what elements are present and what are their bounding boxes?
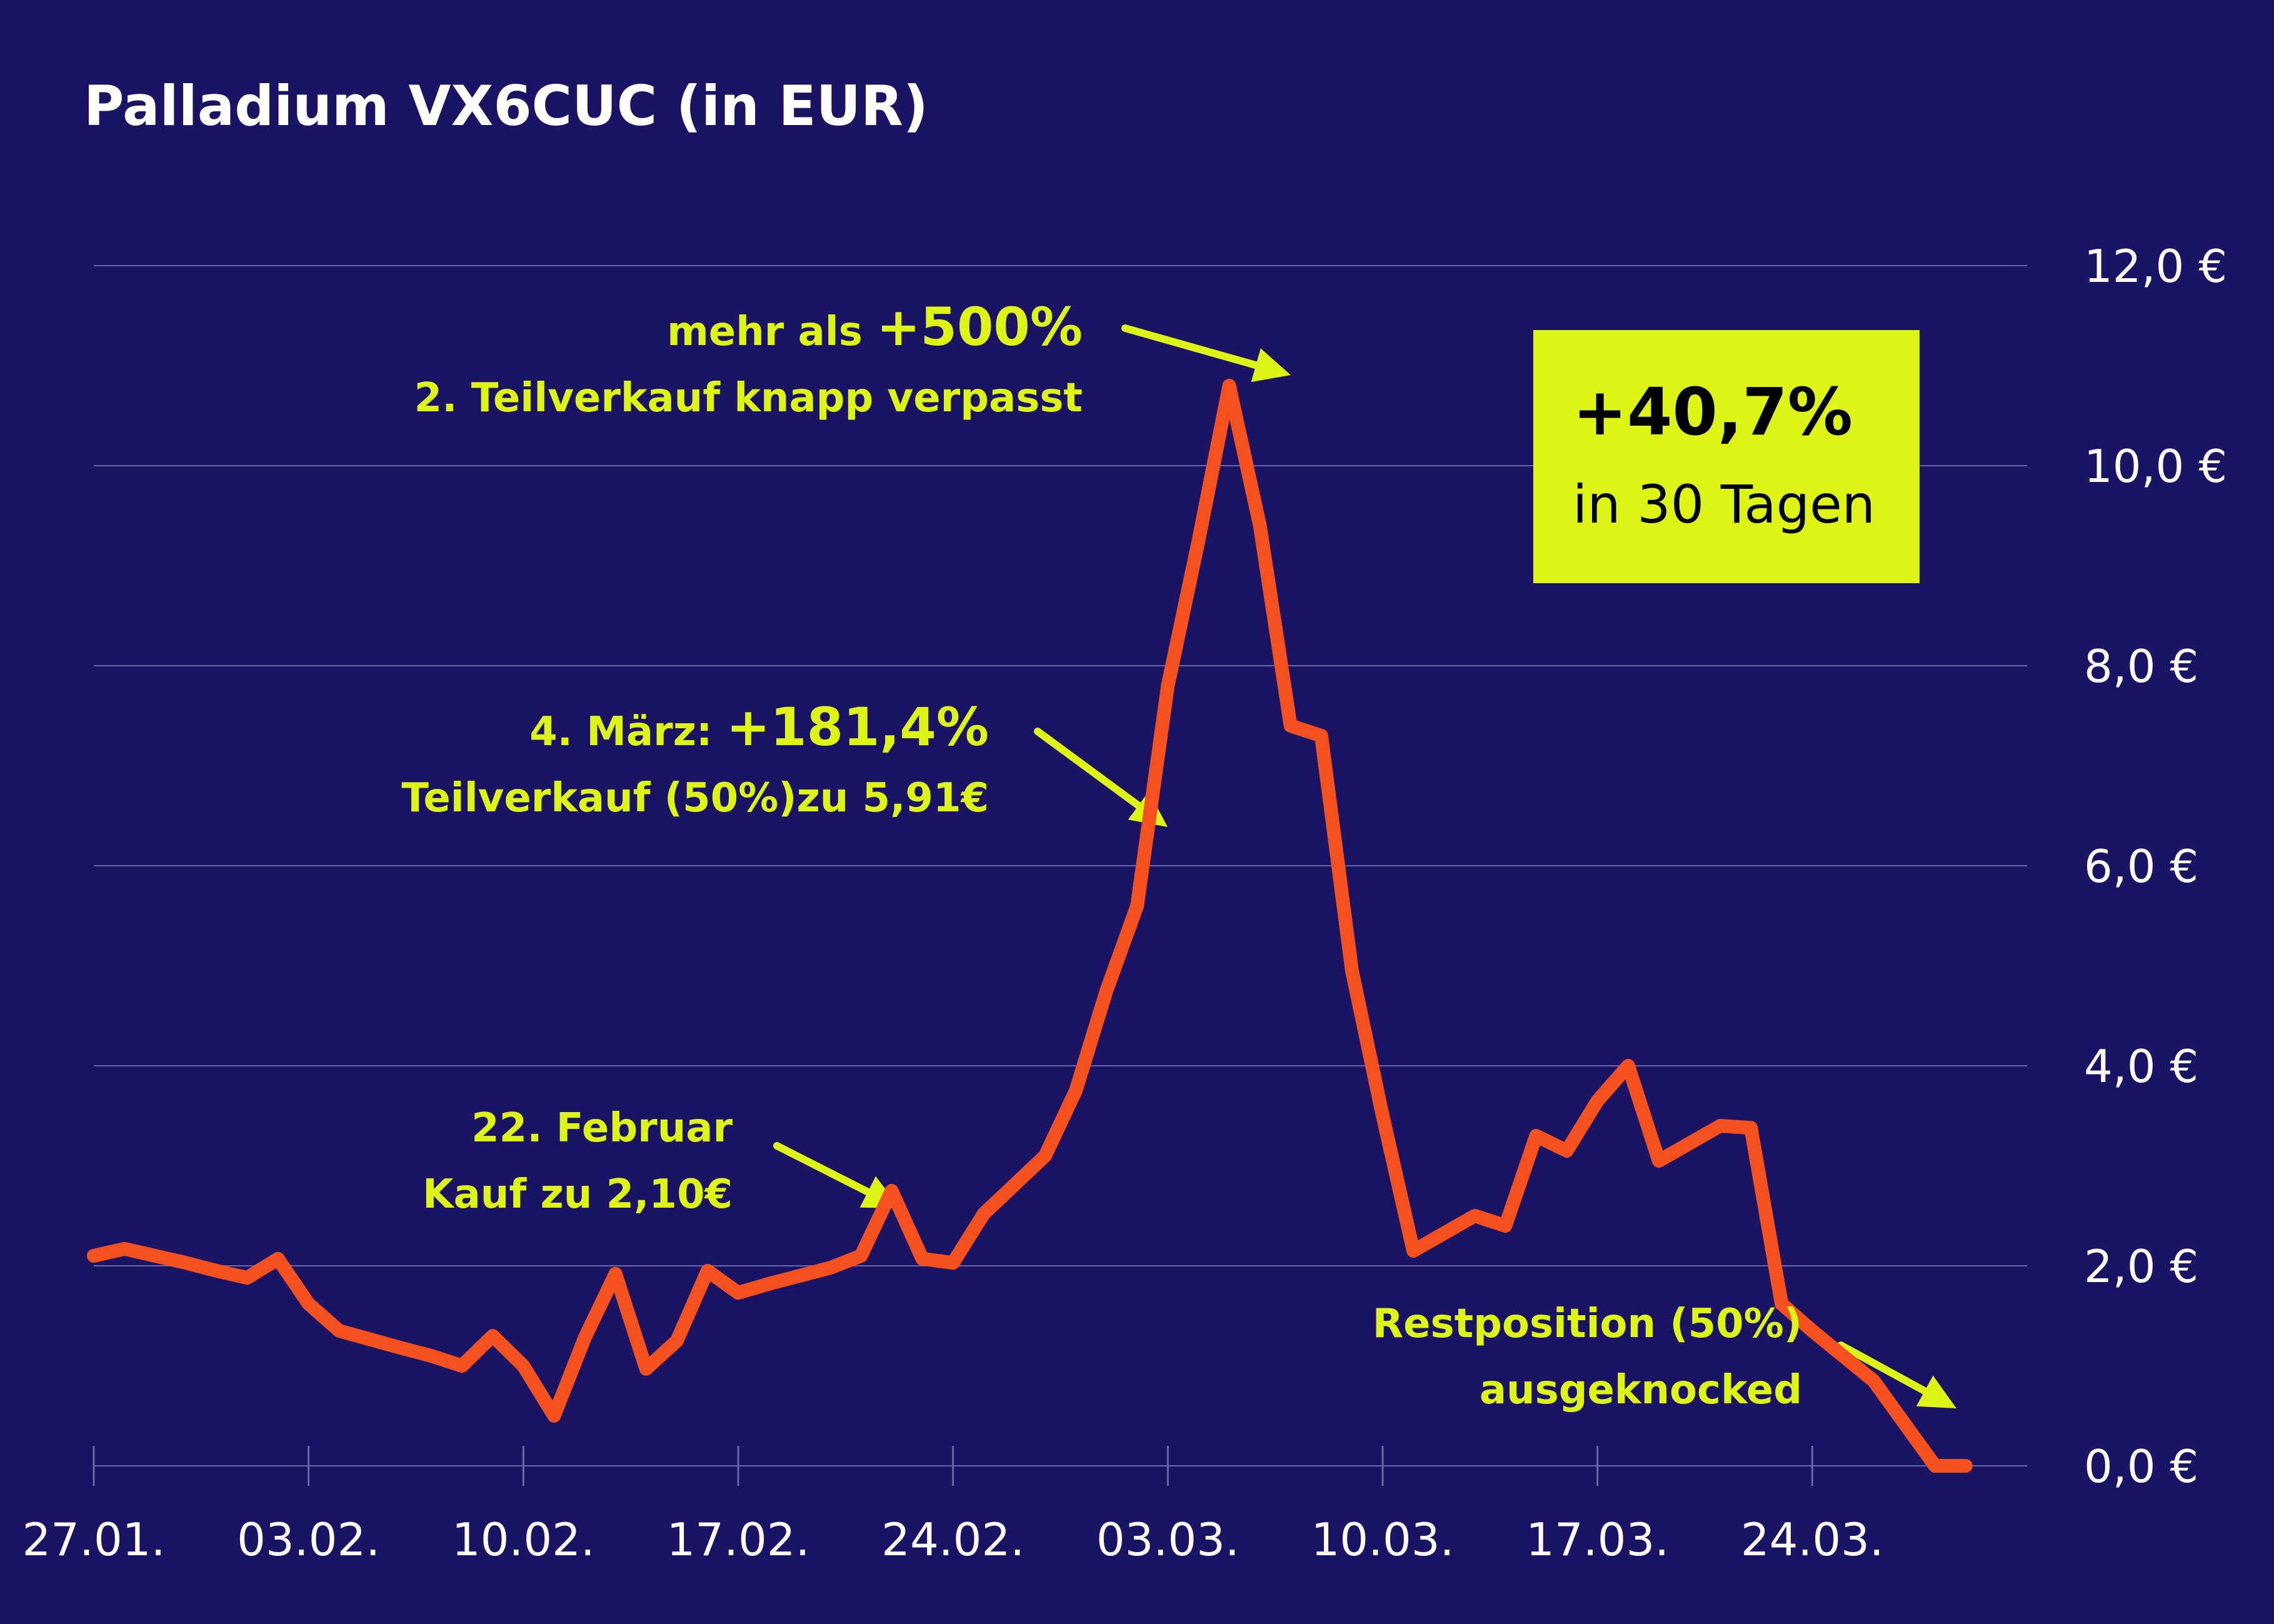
x-tick-label: 03.03. — [1096, 1513, 1240, 1566]
x-tick-label: 17.02. — [666, 1513, 809, 1566]
annotation-peak: mehr als +500% 2. Teilverkauf knapp verp… — [414, 294, 1083, 431]
y-tick-label: 2,0 € — [2084, 1240, 2198, 1293]
x-tick-label: 27.01. — [22, 1513, 165, 1566]
chart-title: Palladium VX6CUC (in EUR) — [84, 74, 929, 138]
annotation-march4-value: +181,4% — [726, 696, 989, 758]
annotation-march4-detail: Teilverkauf (50%)zu 5,91€ — [401, 775, 989, 821]
annotation-peak-detail: 2. Teilverkauf knapp verpasst — [414, 375, 1083, 421]
y-tick-labels: 0,0 € 2,0 € 4,0 € 6,0 € 8,0 € 10,0 € 12,0 € — [2084, 240, 2227, 1493]
annotation-rest-title: Restposition (50%) — [1372, 1301, 1802, 1347]
annotation-peak-value: +500% — [876, 296, 1083, 358]
y-tick-label: 0,0 € — [2084, 1440, 2198, 1493]
x-axis: 27.01. 03.02. 10.02. 17.02. 24.02. 03.03. 10.0… — [22, 1446, 2027, 1566]
annotation-feb22-detail: Kauf zu 2,10€ — [423, 1171, 733, 1218]
annotation-march4: 4. März: +181,4% Teilverkauf (50%)zu 5,9… — [401, 694, 989, 831]
y-tick-label: 6,0 € — [2084, 840, 2198, 893]
x-tick-label: 17.03. — [1526, 1513, 1669, 1566]
annotation-arrow — [1034, 728, 1143, 809]
annotation-arrows — [773, 324, 1956, 1408]
y-tick-label: 4,0 € — [2084, 1040, 2198, 1093]
y-tick-label: 8,0 € — [2084, 640, 2198, 693]
annotation-peak-prefix: mehr als — [667, 309, 877, 355]
annotation-arrowhead — [1916, 1375, 1956, 1408]
series-line — [87, 379, 1973, 1473]
x-tick-label: 03.02. — [237, 1513, 380, 1566]
grid-lines — [94, 265, 2027, 1266]
annotation-feb22-date: 22. Februar — [471, 1105, 733, 1151]
y-tick-label: 12,0 € — [2084, 240, 2227, 293]
x-tick-label: 10.03. — [1311, 1513, 1454, 1566]
kpi-box: +40,7% in 30 Tagen — [1533, 330, 1920, 583]
annotation-rest-detail: ausgeknocked — [1479, 1367, 1802, 1413]
annotation-march4-prefix: 4. März: — [529, 709, 726, 755]
annotation-arrowhead — [1251, 348, 1291, 383]
kpi-value: +40,7% — [1573, 374, 1853, 450]
x-tick-label: 10.02. — [452, 1513, 595, 1566]
annotation-arrow — [773, 1142, 872, 1196]
x-tick-label: 24.02. — [881, 1513, 1024, 1566]
x-tick-label: 24.03. — [1741, 1513, 1884, 1566]
annotation-arrow — [1837, 1341, 1929, 1395]
annotation-arrow — [1121, 324, 1260, 369]
y-tick-label: 10,0 € — [2084, 440, 2227, 493]
annotation-rest: Restposition (50%) ausgeknocked — [1373, 1291, 1802, 1423]
annotation-feb22: 22. Februar Kauf zu 2,10€ — [423, 1095, 733, 1228]
kpi-label: in 30 Tagen — [1573, 474, 1875, 535]
